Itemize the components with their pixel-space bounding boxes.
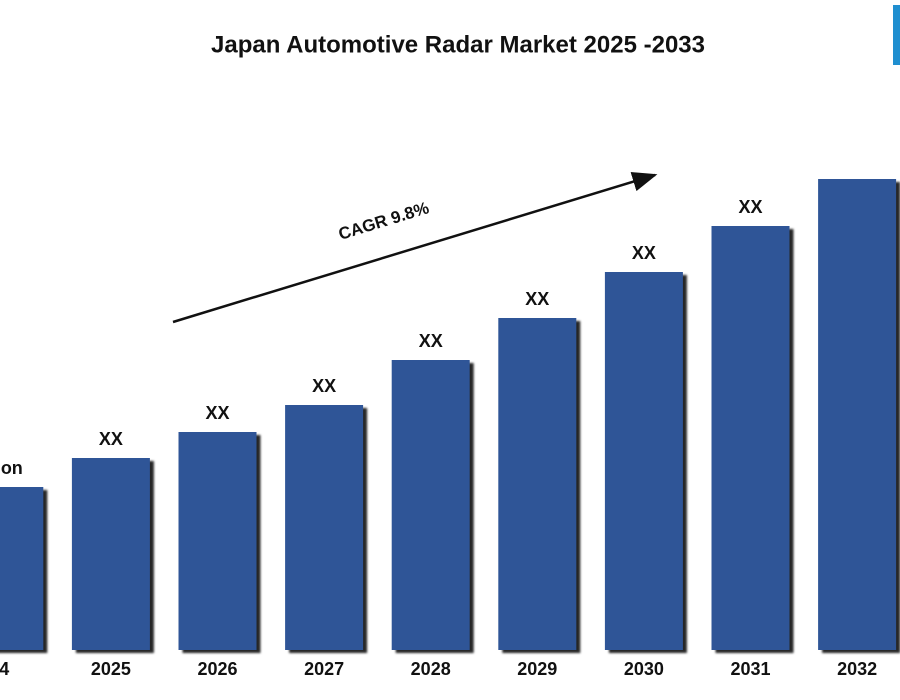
chart-title: Japan Automotive Radar Market 2025 -2033 <box>211 31 705 58</box>
x-tick-label: 2025 <box>91 659 131 679</box>
bar <box>71 458 150 650</box>
x-tick-label: 2026 <box>197 659 237 679</box>
bar <box>285 405 364 650</box>
x-tick-label: 2032 <box>837 659 877 679</box>
value-label: XX <box>738 197 762 217</box>
value-label: XX <box>632 243 656 263</box>
bar <box>0 487 44 650</box>
bar <box>604 272 683 650</box>
x-tick-label: 4 <box>0 659 9 679</box>
x-tick-label: 2031 <box>730 659 770 679</box>
value-label: XX <box>525 289 549 309</box>
cagr-arrow <box>172 171 658 324</box>
x-tick-label: 2030 <box>624 659 664 679</box>
value-label: XX <box>312 376 336 396</box>
x-tick-label: 2029 <box>517 659 557 679</box>
value-label: XX <box>419 331 443 351</box>
x-tick-label: 2028 <box>411 659 451 679</box>
bar <box>711 226 790 650</box>
cagr-annotation: CAGR 9.8% <box>336 198 431 244</box>
bar <box>391 360 470 650</box>
value-label: llion <box>0 458 23 478</box>
x-tick-label: 2027 <box>304 659 344 679</box>
bar <box>178 432 257 650</box>
bar <box>498 318 577 650</box>
value-label: XX <box>99 429 123 449</box>
bar <box>818 179 897 650</box>
value-label: XX <box>205 403 229 423</box>
logo-fragment <box>893 5 900 65</box>
